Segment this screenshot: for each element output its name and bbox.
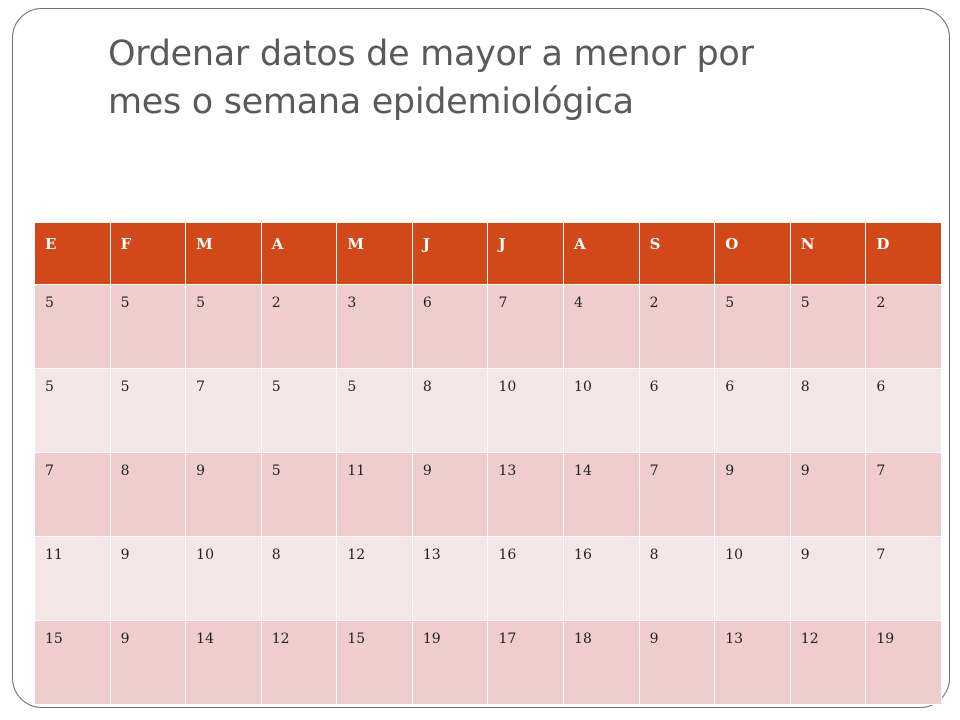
table-cell: 3 xyxy=(336,284,413,369)
table-cell: 7 xyxy=(865,536,942,621)
header-cell-s: S xyxy=(638,222,716,285)
header-cell-o: O xyxy=(714,222,791,285)
table-cell: 9 xyxy=(109,536,187,621)
table-cell: 11 xyxy=(34,536,111,621)
table-cell: 2 xyxy=(260,284,338,369)
slide-title: Ordenar datos de mayor a menor por mes o… xyxy=(108,30,908,126)
header-cell-d: D xyxy=(865,222,942,285)
table-cell: 6 xyxy=(865,368,942,453)
table-cell: 13 xyxy=(487,452,565,537)
table-cell: 2 xyxy=(865,284,942,369)
table-cell: 8 xyxy=(638,536,716,621)
table-cell: 11 xyxy=(336,452,413,537)
table-cell: 9 xyxy=(638,620,716,705)
header-cell-m2: M xyxy=(336,222,413,285)
slide-title-line-1: Ordenar datos de mayor a menor por xyxy=(108,34,754,74)
table-cell: 9 xyxy=(109,620,187,705)
table-cell: 5 xyxy=(336,368,413,453)
table-cell: 5 xyxy=(260,368,338,453)
table-row: 15 9 14 12 15 19 17 18 9 13 12 19 xyxy=(34,620,942,705)
table-cell: 5 xyxy=(109,368,187,453)
table-cell: 10 xyxy=(185,536,262,621)
header-cell-e: E xyxy=(34,222,111,285)
header-row: E F M A M J J A S O N D xyxy=(34,222,942,285)
table-cell: 9 xyxy=(411,452,489,537)
header-cell-j2: J xyxy=(487,222,565,285)
header-cell-a2: A xyxy=(563,222,640,285)
table-cell: 19 xyxy=(411,620,489,705)
header-cell-a: A xyxy=(260,222,338,285)
table-cell: 8 xyxy=(260,536,338,621)
table-cell: 14 xyxy=(563,452,640,537)
table-cell: 6 xyxy=(714,368,791,453)
table-body: 5 5 5 2 3 6 7 4 2 5 5 2 5 5 7 5 5 8 10 xyxy=(34,284,942,705)
table-cell: 7 xyxy=(638,452,716,537)
table-cell: 12 xyxy=(789,620,867,705)
table-cell: 16 xyxy=(487,536,565,621)
table-cell: 10 xyxy=(714,536,791,621)
table-cell: 7 xyxy=(34,452,111,537)
table-cell: 7 xyxy=(185,368,262,453)
table-cell: 10 xyxy=(487,368,565,453)
slide-title-line-2: mes o semana epidemiológica xyxy=(108,82,634,122)
header-cell-n: N xyxy=(789,222,867,285)
table-cell: 6 xyxy=(638,368,716,453)
table-cell: 12 xyxy=(336,536,413,621)
table-row: 5 5 5 2 3 6 7 4 2 5 5 2 xyxy=(34,284,942,369)
table-row: 5 5 7 5 5 8 10 10 6 6 8 6 xyxy=(34,368,942,453)
table-cell: 19 xyxy=(865,620,942,705)
table-cell: 15 xyxy=(336,620,413,705)
header-cell-f: F xyxy=(109,222,187,285)
table-cell: 6 xyxy=(411,284,489,369)
table-cell: 17 xyxy=(487,620,565,705)
table-cell: 10 xyxy=(563,368,640,453)
table-cell: 5 xyxy=(109,284,187,369)
table-cell: 9 xyxy=(185,452,262,537)
table-cell: 18 xyxy=(563,620,640,705)
table-cell: 16 xyxy=(563,536,640,621)
table-cell: 8 xyxy=(411,368,489,453)
table-cell: 7 xyxy=(487,284,565,369)
table-cell: 13 xyxy=(411,536,489,621)
table-cell: 14 xyxy=(185,620,262,705)
table-cell: 5 xyxy=(260,452,338,537)
table-cell: 15 xyxy=(34,620,111,705)
table-cell: 5 xyxy=(34,368,111,453)
table-cell: 5 xyxy=(789,284,867,369)
table-cell: 5 xyxy=(714,284,791,369)
table-cell: 9 xyxy=(789,536,867,621)
header-cell-m: M xyxy=(185,222,262,285)
table-cell: 13 xyxy=(714,620,791,705)
table-cell: 9 xyxy=(789,452,867,537)
table-cell: 9 xyxy=(714,452,791,537)
table-cell: 8 xyxy=(789,368,867,453)
header-cell-j: J xyxy=(411,222,489,285)
table-cell: 4 xyxy=(563,284,640,369)
table-cell: 5 xyxy=(34,284,111,369)
data-table: E F M A M J J A S O N D 5 5 5 2 3 6 xyxy=(34,222,942,705)
table-cell: 7 xyxy=(865,452,942,537)
table-cell: 8 xyxy=(109,452,187,537)
table-cell: 2 xyxy=(638,284,716,369)
table-cell: 12 xyxy=(260,620,338,705)
table-row: 7 8 9 5 11 9 13 14 7 9 9 7 xyxy=(34,452,942,537)
table-header: E F M A M J J A S O N D xyxy=(34,222,942,285)
table-row: 11 9 10 8 12 13 16 16 8 10 9 7 xyxy=(34,536,942,621)
table-cell: 5 xyxy=(185,284,262,369)
